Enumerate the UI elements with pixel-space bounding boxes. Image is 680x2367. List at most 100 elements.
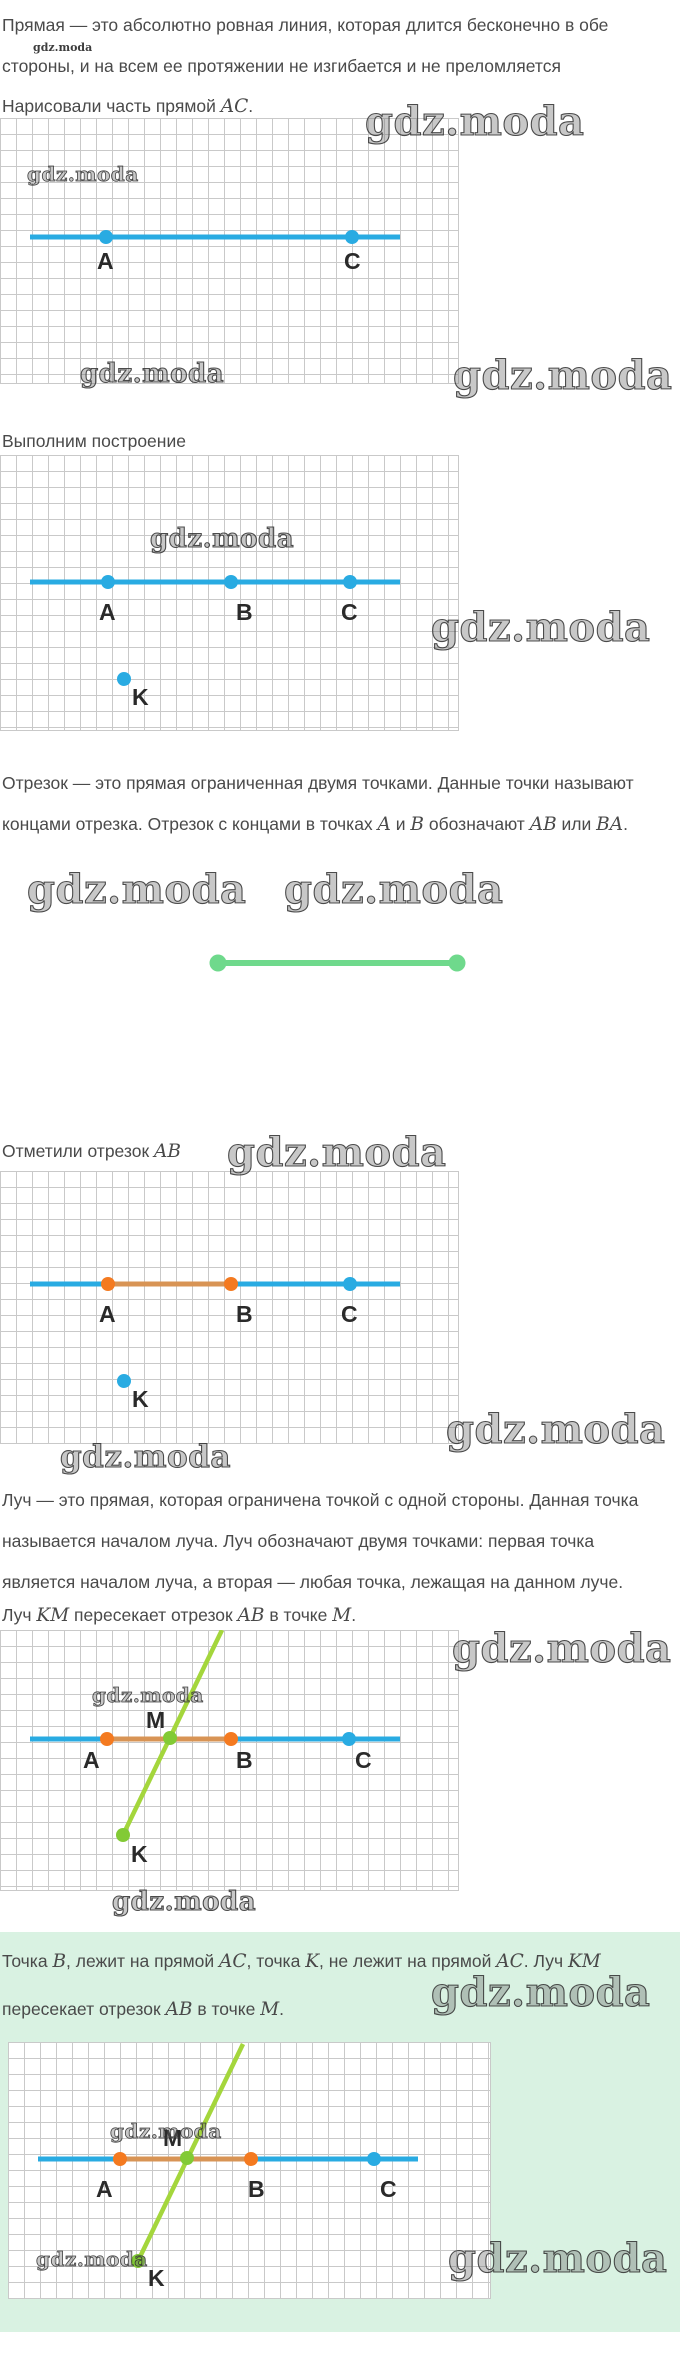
text-run: концами отрезка. Отрезок с концами в точ…	[2, 814, 378, 834]
math-var-ab: AB	[165, 1999, 193, 2020]
point-k-label: K	[148, 2265, 165, 2291]
point-c-label: C	[355, 1747, 372, 1773]
point-a-dot	[101, 575, 115, 589]
watermark: gdz.moda	[36, 2247, 148, 2271]
text-run: .	[623, 814, 629, 834]
ray-definition-text-3: является началом луча, а вторая — любая …	[2, 1572, 624, 1592]
point-b-label: B	[236, 599, 253, 625]
text-run: .	[248, 96, 254, 116]
point-c-label: C	[341, 1301, 358, 1327]
diagram-line-ac: A C	[0, 118, 459, 384]
watermark: gdz.moda	[451, 1625, 672, 1672]
point-a-label: A	[96, 2176, 113, 2202]
point-k-label: K	[132, 1386, 149, 1412]
construction-title: Выполним построение	[2, 431, 186, 451]
segment-definition-text-2: концами отрезка. Отрезок с концами в точ…	[2, 813, 628, 836]
point-c-dot	[367, 2152, 381, 2166]
math-var-k: K	[305, 1951, 320, 1972]
math-var-km: KM	[36, 1605, 70, 1626]
conclusion-text-1: Точка B, лежит на прямой AC, точка K, не…	[2, 1950, 601, 1973]
point-b-dot	[244, 2152, 258, 2166]
diagram-conclusion-drawing	[38, 2043, 418, 2268]
point-c-label: C	[344, 248, 361, 274]
line-definition-text-3: Нарисовали часть прямой AC.	[2, 95, 253, 118]
watermark: gdz.moda	[283, 866, 504, 913]
point-k-dot	[116, 1828, 130, 1842]
line-definition-text-1: Прямая — это абсолютно ровная линия, кот…	[2, 15, 609, 35]
point-c-dot	[343, 1277, 357, 1291]
watermark: gdz.moda	[430, 1969, 651, 2016]
text-run: в точке	[192, 1999, 261, 2019]
text-run: Отметили отрезок	[2, 1141, 154, 1161]
segment-endpoint-right	[448, 954, 466, 972]
math-var-b: B	[52, 1951, 67, 1972]
text-run: .	[279, 1999, 285, 2019]
point-c-dot	[343, 575, 357, 589]
point-a-dot	[101, 1277, 115, 1291]
point-m-label: M	[146, 1707, 166, 1733]
text-run: , точка	[246, 1951, 306, 1971]
point-m-label: M	[163, 2125, 183, 2151]
point-b-label: B	[236, 1301, 253, 1327]
text-run: Нарисовали часть прямой	[2, 96, 221, 116]
point-c-label: C	[380, 2176, 397, 2202]
segment-caption: Отметили отрезок AB	[2, 1140, 181, 1163]
watermark: gdz.moda	[364, 98, 585, 145]
text-run: обозначают	[424, 814, 530, 834]
watermark: gdz.moda	[59, 1439, 231, 1475]
point-c-label: C	[341, 599, 358, 625]
math-var-ab: AB	[153, 1141, 181, 1162]
text-run: , лежит на прямой	[66, 1951, 220, 1971]
watermark: gdz.moda	[27, 162, 139, 186]
watermark: gdz.moda	[226, 1129, 447, 1176]
watermark: gdz.moda	[111, 1887, 257, 1917]
watermark: gdz.moda	[447, 2235, 668, 2282]
watermark: gdz.moda	[26, 866, 247, 913]
diagram-ray-km-drawing	[30, 1630, 400, 1842]
diagram-green-segment	[209, 954, 466, 972]
diagram-construction-drawing	[30, 575, 400, 686]
line-definition-text-2: стороны, и на всем ее протяжении не изги…	[2, 56, 561, 76]
watermark: gdz.moda	[92, 1683, 204, 1707]
point-c-dot	[342, 1732, 356, 1746]
math-var-ab: AB	[237, 1605, 265, 1626]
diagram-ray-km: A B C M K	[0, 1630, 459, 1891]
point-b-dot	[224, 575, 238, 589]
segment-endpoint-left	[209, 954, 227, 972]
text-run: и	[390, 814, 411, 834]
math-var-ac: AC	[496, 1951, 524, 1972]
point-m-dot	[163, 1731, 177, 1745]
ray-definition-text-1: Луч — это прямая, которая ограничена точ…	[2, 1490, 639, 1510]
point-k-label: K	[131, 1841, 148, 1867]
math-var-m: M	[332, 1605, 352, 1626]
point-b-dot	[224, 1732, 238, 1746]
conclusion-text-2: пересекает отрезок AB в точке M.	[2, 1998, 284, 2021]
point-a-dot	[113, 2152, 127, 2166]
diagram-conclusion: A B C M K	[8, 2042, 491, 2299]
ray-definition-text-4: Луч KM пересекает отрезок AB в точке M.	[2, 1604, 356, 1627]
diagram-line-ac-drawing	[30, 230, 400, 244]
point-a-label: A	[99, 1301, 116, 1327]
text-run: в точке	[264, 1605, 333, 1625]
math-var-ba: BA	[596, 814, 624, 835]
watermark: gdz.moda	[33, 41, 93, 54]
text-run: Луч	[2, 1605, 37, 1625]
text-run: пересекает отрезок	[69, 1605, 238, 1625]
point-b-dot	[224, 1277, 238, 1291]
point-b-label: B	[236, 1747, 253, 1773]
segment-definition-text-1: Отрезок — это прямая ограниченная двумя …	[2, 773, 634, 793]
ray-definition-text-2: называется началом луча. Луч обозначают …	[2, 1531, 595, 1551]
point-a-label: A	[83, 1747, 100, 1773]
point-k-dot	[117, 1374, 131, 1388]
point-a-dot	[100, 1732, 114, 1746]
watermark: gdz.moda	[79, 359, 225, 389]
point-a-dot	[99, 230, 113, 244]
text-run: или	[556, 814, 597, 834]
text-run: , не лежит на прямой	[319, 1951, 497, 1971]
point-a-label: A	[97, 248, 114, 274]
watermark: gdz.moda	[445, 1406, 666, 1453]
watermark: gdz.moda	[430, 604, 651, 651]
math-var-ac: AC	[219, 1951, 247, 1972]
text-run: .	[351, 1605, 357, 1625]
